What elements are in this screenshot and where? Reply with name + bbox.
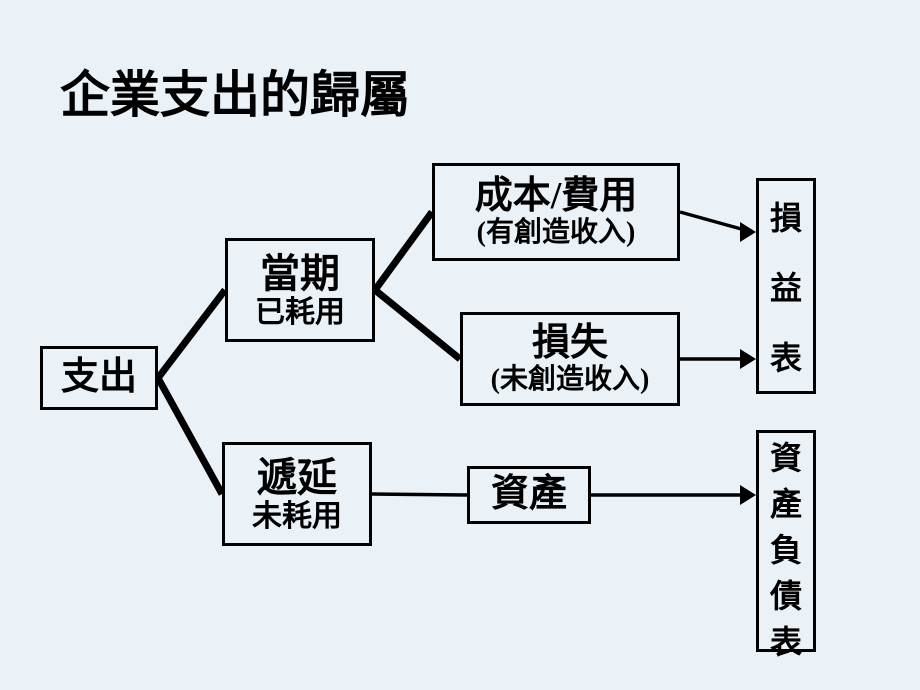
node-income-statement: 損益表 bbox=[756, 178, 816, 394]
vertical-char: 損 bbox=[770, 193, 802, 239]
node-label-main: 成本/費用 bbox=[475, 176, 638, 218]
node-label: 資產 bbox=[491, 474, 567, 516]
vertical-char: 資 bbox=[770, 433, 802, 479]
vertical-char: 產 bbox=[770, 479, 802, 525]
vertical-char: 益 bbox=[770, 263, 802, 309]
node-balance-sheet: 資產負債表 bbox=[756, 430, 816, 652]
vertical-char: 表 bbox=[770, 617, 802, 663]
node-label-sub: 未耗用 bbox=[252, 500, 342, 533]
node-cost-expense: 成本/費用 (有創造收入) bbox=[432, 163, 680, 261]
node-expenditure: 支出 bbox=[40, 346, 158, 410]
node-label: 支出 bbox=[61, 357, 137, 399]
vertical-char: 表 bbox=[770, 333, 802, 379]
diagram-title: 企業支出的歸屬 bbox=[60, 55, 410, 127]
node-loss: 損失 (未創造收入) bbox=[460, 312, 680, 406]
vertical-char: 負 bbox=[770, 525, 802, 571]
node-label-sub: (有創造收入) bbox=[477, 218, 636, 249]
node-current-period: 當期 已耗用 bbox=[225, 238, 375, 342]
node-asset: 資產 bbox=[467, 466, 591, 524]
node-deferred: 遞延 未耗用 bbox=[222, 442, 372, 546]
node-label-main: 當期 bbox=[260, 252, 340, 296]
vertical-char: 債 bbox=[770, 571, 802, 617]
node-label-sub: 已耗用 bbox=[255, 296, 345, 329]
node-label-main: 損失 bbox=[532, 323, 608, 365]
node-label-sub: (未創造收入) bbox=[491, 365, 650, 396]
node-label-main: 遞延 bbox=[257, 456, 337, 500]
